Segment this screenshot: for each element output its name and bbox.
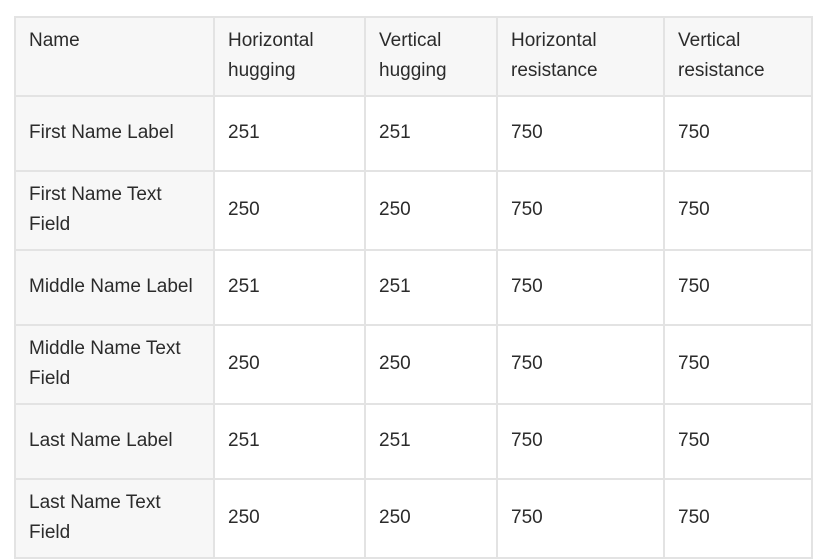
cell-horizontal-resistance: 750 <box>496 170 665 251</box>
cell-vertical-resistance: 750 <box>663 249 813 326</box>
cell-horizontal-resistance: 750 <box>496 95 665 172</box>
cell-vertical-resistance: 750 <box>663 324 813 405</box>
cell-vertical-hugging: 251 <box>364 249 498 326</box>
table-row: Middle Name Text Field 250 250 750 750 <box>14 324 813 405</box>
table-row: First Name Label 251 251 750 750 <box>14 95 813 172</box>
table-row: Last Name Text Field 250 250 750 750 <box>14 478 813 559</box>
table-header: Name Horizontal hugging Vertical hugging… <box>14 16 813 97</box>
header-horizontal-hugging: Horizontal hugging <box>213 16 366 97</box>
header-vertical-hugging: Vertical hugging <box>364 16 498 97</box>
cell-horizontal-hugging: 250 <box>213 478 366 559</box>
cell-vertical-resistance: 750 <box>663 170 813 251</box>
priority-table-container: Name Horizontal hugging Vertical hugging… <box>14 16 813 559</box>
cell-name: Middle Name Label <box>14 249 215 326</box>
cell-name: Last Name Label <box>14 403 215 480</box>
cell-vertical-hugging: 251 <box>364 95 498 172</box>
cell-horizontal-resistance: 750 <box>496 324 665 405</box>
cell-horizontal-hugging: 250 <box>213 324 366 405</box>
header-vertical-resistance: Vertical resistance <box>663 16 813 97</box>
cell-vertical-hugging: 250 <box>364 324 498 405</box>
cell-horizontal-resistance: 750 <box>496 249 665 326</box>
cell-horizontal-hugging: 250 <box>213 170 366 251</box>
cell-horizontal-resistance: 750 <box>496 403 665 480</box>
table-row: First Name Text Field 250 250 750 750 <box>14 170 813 251</box>
cell-name: First Name Text Field <box>14 170 215 251</box>
cell-horizontal-hugging: 251 <box>213 95 366 172</box>
cell-vertical-hugging: 251 <box>364 403 498 480</box>
cell-name: Middle Name Text Field <box>14 324 215 405</box>
cell-horizontal-hugging: 251 <box>213 403 366 480</box>
cell-horizontal-hugging: 251 <box>213 249 366 326</box>
header-row: Name Horizontal hugging Vertical hugging… <box>14 16 813 97</box>
header-name: Name <box>14 16 215 97</box>
cell-vertical-resistance: 750 <box>663 95 813 172</box>
cell-vertical-resistance: 750 <box>663 403 813 480</box>
table-row: Middle Name Label 251 251 750 750 <box>14 249 813 326</box>
cell-name: Last Name Text Field <box>14 478 215 559</box>
cell-vertical-hugging: 250 <box>364 170 498 251</box>
cell-vertical-resistance: 750 <box>663 478 813 559</box>
cell-horizontal-resistance: 750 <box>496 478 665 559</box>
priority-table: Name Horizontal hugging Vertical hugging… <box>14 16 813 559</box>
cell-name: First Name Label <box>14 95 215 172</box>
cell-vertical-hugging: 250 <box>364 478 498 559</box>
table-row: Last Name Label 251 251 750 750 <box>14 403 813 480</box>
header-horizontal-resistance: Horizontal resistance <box>496 16 665 97</box>
table-body: First Name Label 251 251 750 750 First N… <box>14 95 813 559</box>
